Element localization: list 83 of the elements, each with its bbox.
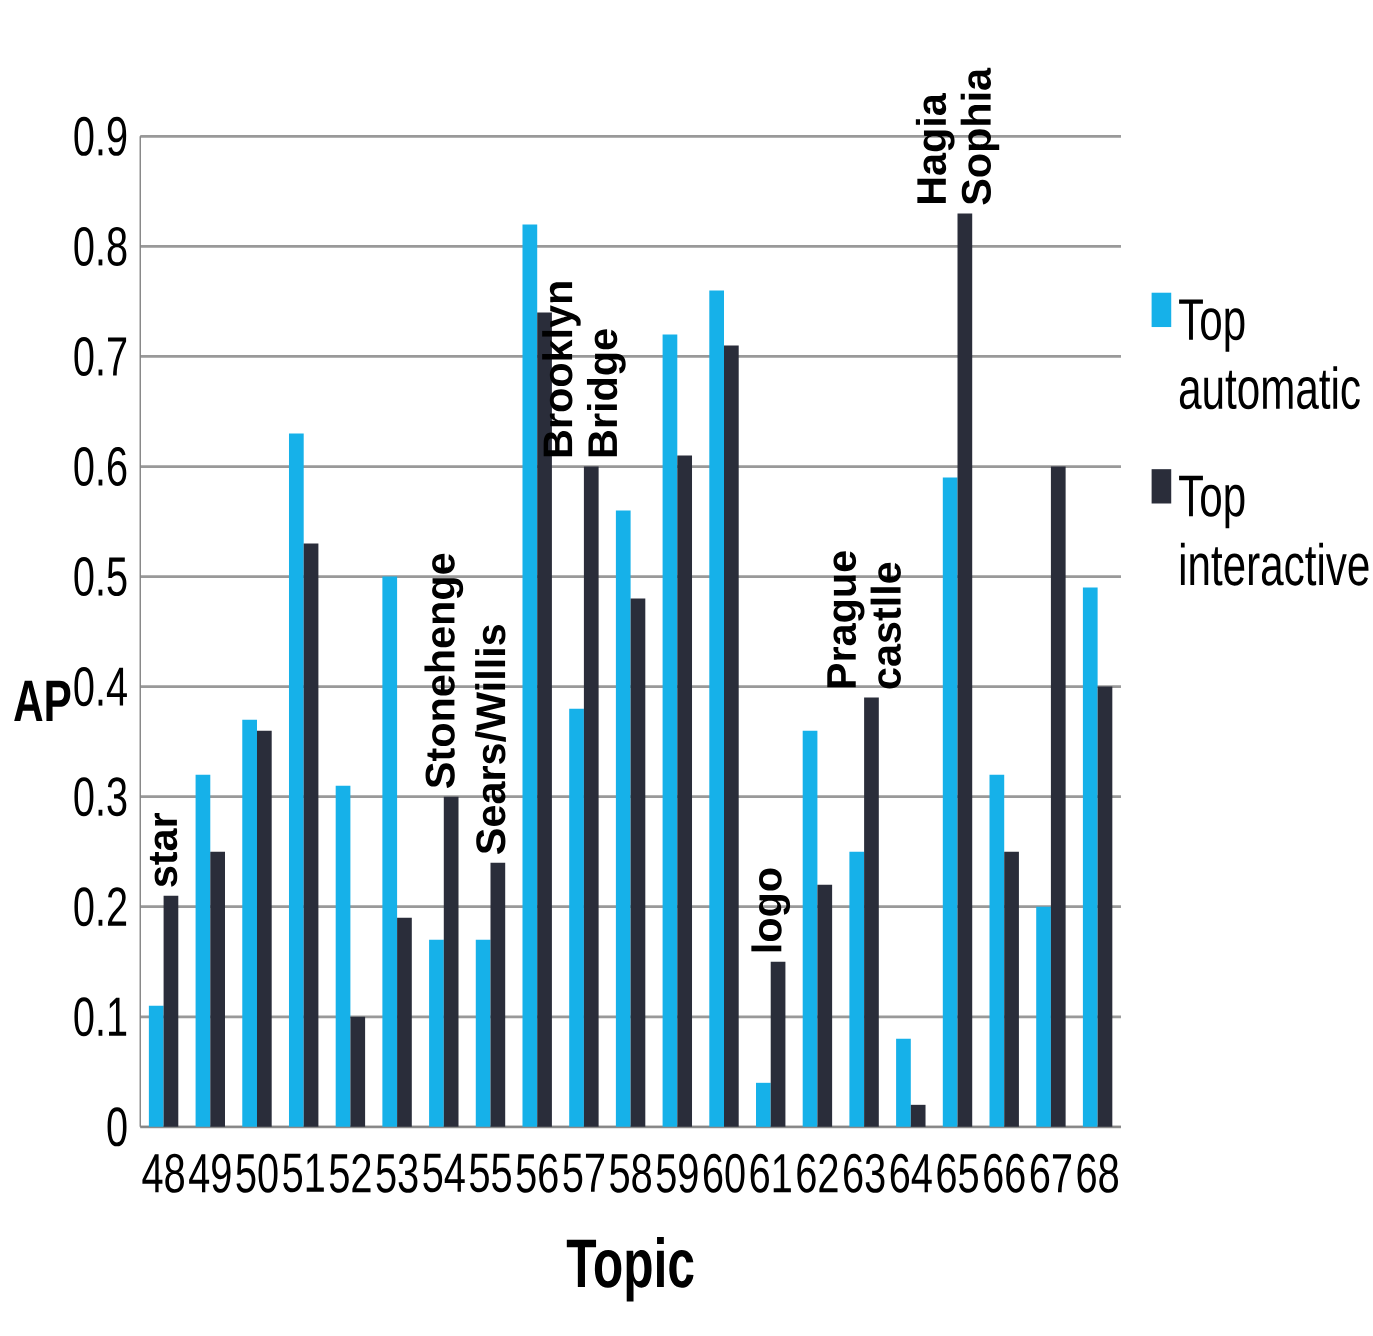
bar: [910, 1104, 926, 1127]
bar: [615, 510, 631, 1127]
bar: [630, 598, 646, 1127]
y-tick-label: 0.9: [74, 116, 127, 156]
bar: [989, 774, 1005, 1127]
y-tick-label: 0.1: [74, 997, 127, 1037]
y-tick-label: 0.3: [74, 777, 127, 817]
y-tick-label: 0.8: [74, 227, 127, 267]
bar: [1082, 587, 1098, 1127]
x-tick-label: 49: [189, 1153, 231, 1193]
x-tick-label: 61: [750, 1153, 791, 1193]
y-tick-label: 0.5: [74, 557, 127, 597]
x-tick-label: 57: [563, 1153, 605, 1193]
x-tick-label: 59: [656, 1153, 698, 1193]
x-tick-label: 67: [1030, 1153, 1072, 1193]
x-tick-label: 51: [283, 1153, 324, 1193]
bar: [195, 774, 211, 1127]
bar: [303, 543, 319, 1127]
bar: [210, 851, 226, 1127]
bar: [896, 1038, 911, 1127]
bar: [724, 345, 739, 1127]
bar: [957, 213, 973, 1127]
x-tick-label: 66: [984, 1153, 1025, 1193]
bar: [802, 730, 818, 1127]
bar: [583, 466, 599, 1127]
x-axis-title: Topic: [566, 1237, 694, 1302]
bar: [288, 433, 304, 1127]
bar: [490, 862, 506, 1127]
bar: [335, 785, 351, 1127]
x-tick-label: 55: [469, 1153, 511, 1193]
bar: [1050, 466, 1066, 1127]
x-tick-label: 63: [844, 1153, 885, 1193]
annotation: logo: [751, 868, 791, 952]
x-tick-label: 56: [516, 1153, 558, 1193]
y-axis-title: AP: [14, 680, 71, 722]
y-tick-label: 0: [107, 1107, 127, 1147]
bar: [864, 697, 879, 1127]
bar: [429, 939, 444, 1127]
bar: [709, 290, 725, 1127]
bar: [817, 884, 833, 1127]
legend-label: Top interactive: [1179, 475, 1369, 586]
y-tick-label: 0.4: [74, 667, 127, 707]
annotation: Hagia Sophia: [915, 67, 1000, 205]
x-tick-label: 68: [1077, 1153, 1118, 1193]
legend-label: Top automatic: [1179, 299, 1360, 410]
y-tick-label: 0.6: [74, 447, 127, 487]
x-tick-label: 64: [890, 1153, 932, 1193]
bar: [770, 961, 786, 1127]
bar: [382, 576, 398, 1127]
x-tick-label: 62: [797, 1153, 838, 1193]
bar: [163, 895, 179, 1127]
bar: [397, 917, 412, 1127]
bar: [148, 1005, 164, 1127]
x-tick-label: 50: [236, 1153, 278, 1193]
bar: [677, 455, 693, 1127]
bar: [350, 1016, 366, 1127]
bar: [1097, 686, 1113, 1127]
bar: [849, 851, 865, 1127]
bar: [522, 224, 538, 1127]
annotation: star: [149, 813, 178, 887]
x-tick-label: 52: [329, 1153, 371, 1193]
bar: [242, 719, 257, 1127]
y-tick-label: 0.7: [74, 337, 127, 377]
y-tick-label: 0.2: [74, 887, 127, 927]
annotation: Prague castlle: [827, 551, 901, 689]
x-tick-label: 60: [703, 1153, 745, 1193]
bar: [1036, 906, 1051, 1127]
bar: [1004, 851, 1019, 1127]
x-tick-label: 53: [376, 1153, 418, 1193]
x-tick-label: 48: [142, 1153, 184, 1193]
annotation: Brooklyn Bridge: [542, 282, 626, 457]
annotation: Sears/Willis: [475, 625, 506, 855]
bar: [662, 334, 678, 1127]
bar: [257, 730, 272, 1127]
bar: [755, 1082, 771, 1127]
annotation: Stonehenge: [424, 553, 464, 789]
bar: [942, 477, 958, 1127]
bar: [569, 708, 584, 1127]
x-tick-label: 65: [937, 1153, 978, 1193]
bar: [475, 939, 491, 1127]
x-tick-label: 58: [610, 1153, 651, 1193]
bar: [443, 796, 459, 1127]
x-tick-label: 54: [423, 1153, 465, 1193]
